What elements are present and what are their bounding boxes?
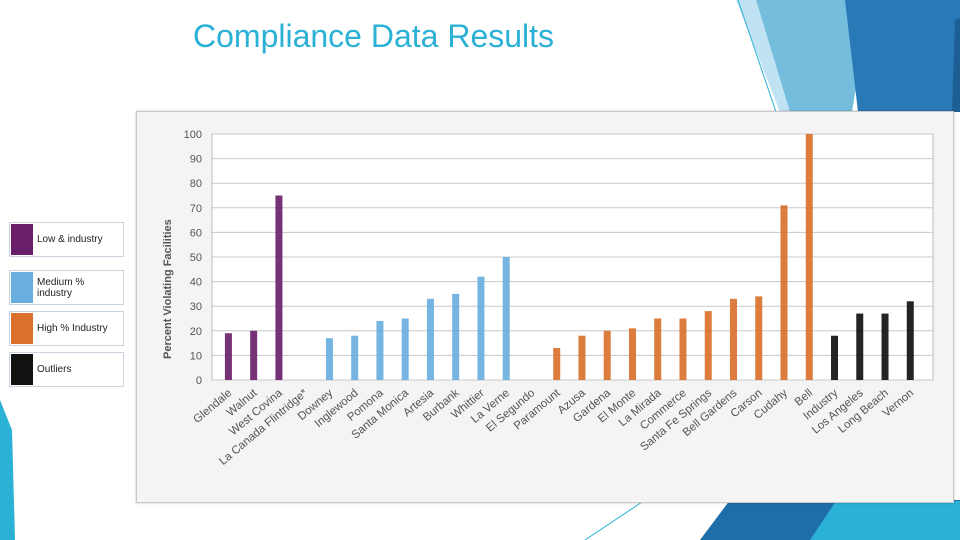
y-axis-label-text: Percent Violating Facilities — [162, 219, 174, 359]
y-tick-label-60: 60 — [190, 227, 202, 239]
bar-6 — [376, 320, 384, 380]
bar-15 — [603, 330, 611, 380]
bar-13 — [553, 348, 561, 380]
bar-25 — [856, 313, 864, 380]
y-tick-label-30: 30 — [190, 301, 202, 313]
slide-title: Compliance Data Results — [193, 18, 555, 54]
y-tick-label-0: 0 — [196, 375, 202, 387]
legend-item-medium-industry: Medium % industry — [9, 270, 124, 305]
bar-20 — [729, 298, 737, 380]
legend-swatch-high-industry — [11, 313, 33, 344]
bar-21 — [755, 296, 763, 380]
bar-22 — [780, 205, 788, 380]
y-tick-label-10: 10 — [190, 350, 202, 362]
legend-swatch-low-industry — [11, 224, 33, 255]
y-tick-label-50: 50 — [190, 252, 202, 264]
chart-frame: 0 10 20 30 40 50 60 70 80 90 100 Glendale Walnut West… — [136, 111, 954, 503]
legend-label-medium-industry: Medium % industry — [37, 276, 85, 299]
bar-16 — [628, 328, 636, 380]
bar-17 — [654, 318, 662, 380]
legend-item-outliers: Outliers — [9, 352, 124, 387]
legend-label-outliers: Outliers — [37, 364, 72, 375]
y-tick-label-80: 80 — [190, 178, 202, 190]
bar-7 — [401, 318, 409, 380]
legend-label-high-industry: High % Industry — [37, 323, 108, 334]
legend-item-high-industry: High % Industry — [9, 311, 124, 346]
bar-0 — [224, 333, 232, 380]
y-tick-label-100: 100 — [184, 129, 202, 141]
bar-27 — [906, 301, 914, 380]
bar-10 — [477, 276, 485, 380]
bar-5 — [351, 335, 359, 380]
bar-4 — [325, 338, 333, 380]
bar-14 — [578, 335, 586, 380]
bar-24 — [831, 335, 839, 380]
bar-8 — [426, 298, 434, 380]
bar-1 — [250, 330, 258, 380]
bar-19 — [704, 311, 712, 380]
bar-26 — [881, 313, 889, 380]
bar-chart: 0102030405060708090100GlendaleWalnutWest… — [184, 129, 934, 468]
legend-label-low-industry: Low & industry — [37, 234, 103, 245]
legend-item-low-industry: Low & industry — [9, 222, 124, 257]
bar-11 — [502, 257, 510, 380]
y-tick-label-20: 20 — [190, 326, 202, 338]
y-tick-label-70: 70 — [190, 203, 202, 215]
legend-swatch-medium-industry — [11, 272, 33, 303]
y-tick-label-90: 90 — [190, 154, 202, 166]
bar-2 — [275, 195, 283, 380]
bar-9 — [452, 293, 460, 380]
bar-23 — [805, 134, 813, 380]
legend-swatch-outliers — [11, 354, 33, 385]
bar-18 — [679, 318, 687, 380]
y-tick-label-40: 40 — [190, 277, 202, 289]
